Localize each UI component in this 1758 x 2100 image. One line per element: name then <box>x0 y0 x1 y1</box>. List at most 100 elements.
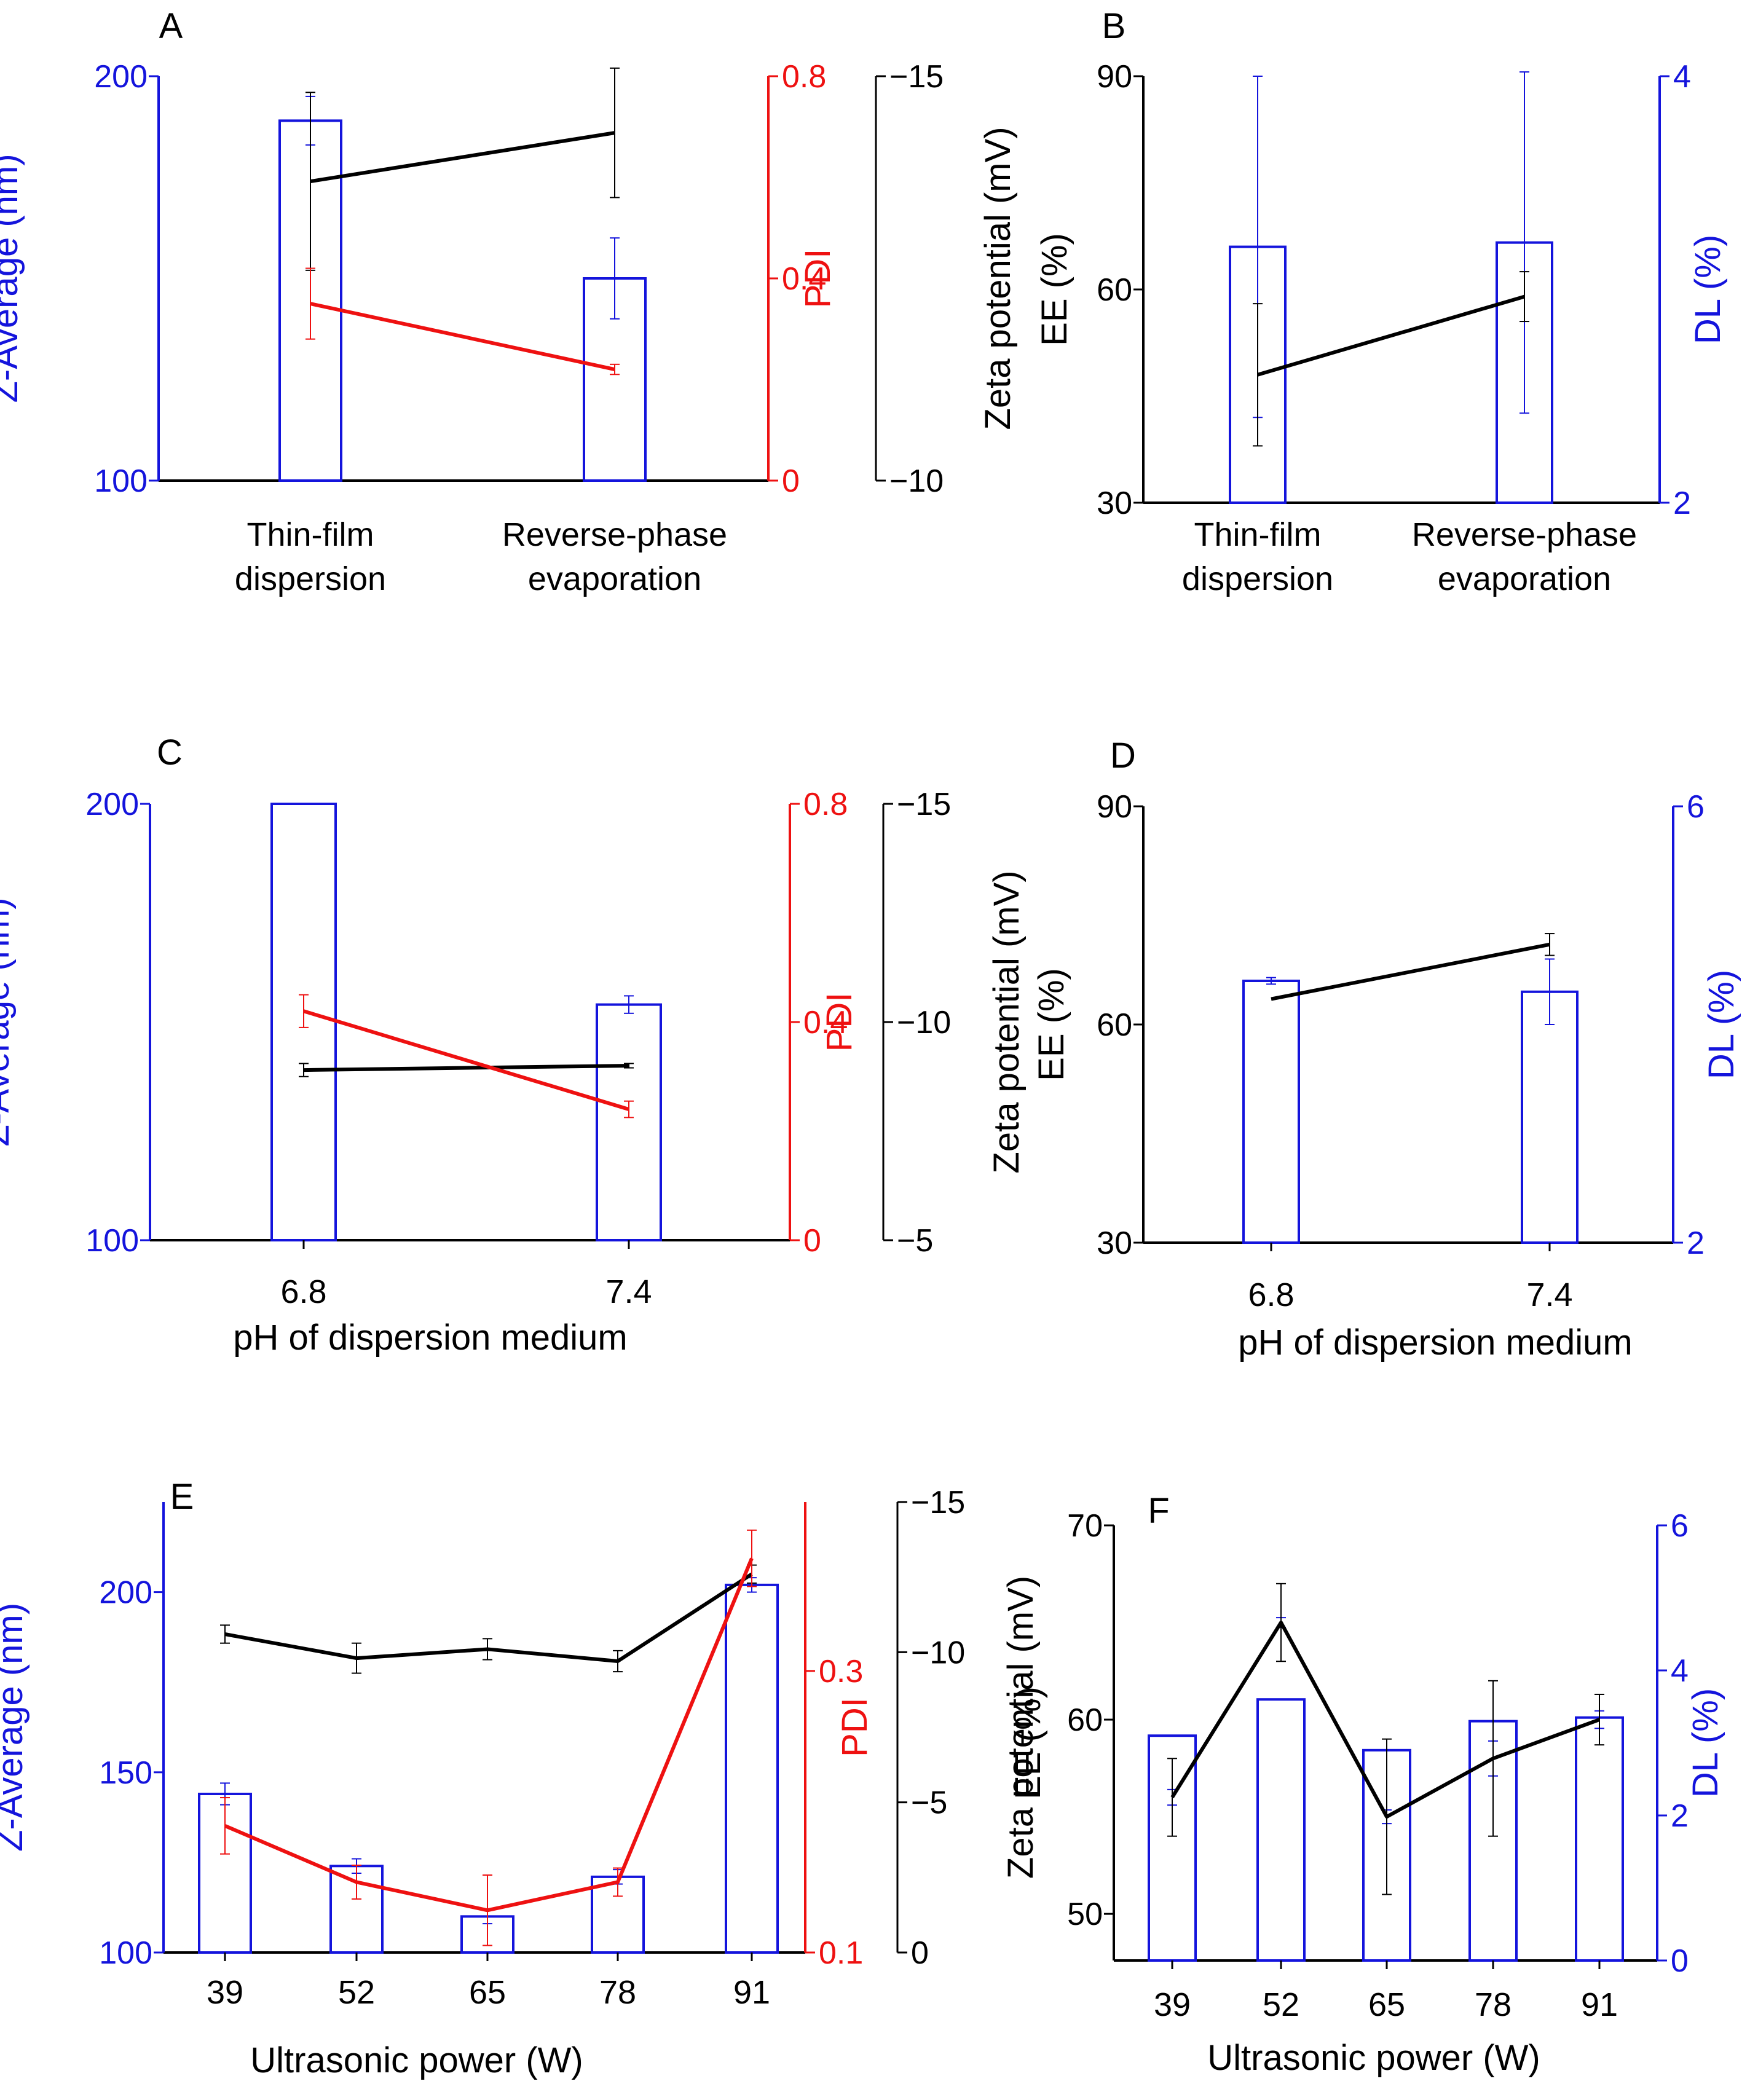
y-tick-label-1: 4 <box>1673 59 1691 95</box>
y-axis-label-0: EE (%) <box>1035 233 1074 346</box>
point-error-0-4 <box>1594 1693 1604 1746</box>
x-tick-label-line: 6.8 <box>1248 1276 1294 1313</box>
x-tick-label-line: dispersion <box>1182 560 1333 597</box>
x-tick-label: Reverse-phase evaporation <box>502 516 727 597</box>
x-tick-label: 52 <box>338 1974 375 2011</box>
y-tick-label-2: −10 <box>897 1005 951 1040</box>
x-axis-label: pH of dispersion medium <box>233 1318 628 1358</box>
x-tick-label: 6.8 <box>1248 1276 1294 1313</box>
point-error-0-0 <box>1253 303 1263 447</box>
panel-label-a: A <box>159 6 183 46</box>
y-tick-label-1: 0.4 <box>782 261 826 297</box>
y-tick-label-0: 60 <box>1097 1007 1132 1043</box>
series-line-zeta-potential <box>303 1064 629 1072</box>
x-tick-label-line: 52 <box>338 1974 375 2011</box>
panel-label-d: D <box>1110 736 1136 776</box>
y-tick-label-2: −5 <box>911 1785 947 1821</box>
x-axis-label: Ultrasonic power (W) <box>1207 2038 1540 2078</box>
y-tick-label-1: 0.8 <box>782 59 826 95</box>
y-tick-label-0: 200 <box>85 787 139 822</box>
x-axis-label: pH of dispersion medium <box>1238 1323 1633 1363</box>
panel-label-f: F <box>1148 1491 1169 1531</box>
point-error-0-0 <box>299 1063 309 1077</box>
bar-error-1 <box>610 237 620 320</box>
x-tick-label: Thin-film dispersion <box>1182 516 1333 597</box>
point-error-0-0 <box>220 1624 230 1644</box>
y-tick-label-1: 0.4 <box>803 1005 848 1040</box>
x-tick-label: 6.8 <box>280 1273 326 1310</box>
x-tick-label-line: evaporation <box>1438 560 1611 597</box>
point-error-0-1 <box>1520 271 1529 323</box>
y-tick-label-1: 0 <box>782 463 800 499</box>
panel-c: C 100 200 Z-Average (nm) 0 0.4 0.8 PDI −5 −10 −15 Z… <box>0 733 1027 1358</box>
x-tick-label-line: 91 <box>1581 1986 1618 2023</box>
bar-error-1 <box>1545 958 1555 1025</box>
x-tick-label: 52 <box>1263 1986 1299 2023</box>
x-tick-label: 7.4 <box>605 1273 652 1310</box>
bar-error-0 <box>1266 977 1276 985</box>
point-error-0-1 <box>610 67 620 199</box>
x-tick-label: 78 <box>1475 1986 1512 2023</box>
x-tick-label-line: Thin-film <box>1194 516 1321 553</box>
y-axis-label-0: EE (%) <box>1008 1686 1048 1799</box>
y-tick-label-0: 100 <box>94 463 148 499</box>
y-axis-label-1: DL (%) <box>1701 970 1741 1079</box>
y-tick-label-1: 0.1 <box>819 1935 863 1971</box>
series-line-pdi <box>310 302 615 371</box>
x-tick-label-line: 52 <box>1263 1986 1299 2023</box>
y-tick-label-1: 6 <box>1671 1508 1689 1544</box>
y-tick-label-0: 60 <box>1097 272 1132 308</box>
y-axis-label-1: PDI <box>798 249 838 309</box>
x-tick-label-line: 39 <box>207 1974 243 2011</box>
y-tick-label-2: −15 <box>897 787 951 822</box>
point-error-0-0 <box>1167 1758 1177 1837</box>
y-tick-label-0: 90 <box>1097 59 1132 95</box>
point-error-1-1 <box>610 363 620 376</box>
y-tick-label-0: 60 <box>1067 1702 1103 1738</box>
x-tick-label-line: 7.4 <box>1526 1276 1572 1313</box>
y-tick-label-1: 0.3 <box>819 1654 863 1689</box>
x-tick-label-line: 65 <box>469 1974 506 2011</box>
x-tick-label: 91 <box>733 1974 770 2011</box>
y-axis-label-0: Z-Average (nm) <box>0 897 17 1146</box>
y-axis-label-0: EE (%) <box>1031 968 1071 1081</box>
panel-label-c: C <box>157 733 183 773</box>
point-error-1-0 <box>299 994 309 1028</box>
y-tick-label-0: 150 <box>99 1755 152 1791</box>
y-tick-label-0: 100 <box>99 1935 152 1971</box>
y-tick-label-0: 30 <box>1097 486 1132 521</box>
y-tick-label-2: −10 <box>889 463 944 499</box>
x-tick-label: 39 <box>207 1974 243 2011</box>
x-tick-label: 65 <box>469 1974 506 2011</box>
x-tick-label-line: 6.8 <box>280 1273 326 1310</box>
y-tick-label-1: 2 <box>1671 1798 1689 1834</box>
x-tick-label-line: 91 <box>733 1974 770 2011</box>
y-tick-label-0: 50 <box>1067 1897 1103 1932</box>
panel-f: F 50 60 70 EE (%) 0 2 4 6 DL (%) 39 52 65 78 91 Ultraso… <box>1008 1491 1725 2078</box>
x-tick-label: 78 <box>599 1974 636 2011</box>
y-axis-label-2: Zeta potential (mV) <box>1001 1576 1041 1879</box>
y-tick-label-1: 0 <box>803 1223 821 1259</box>
y-axis-label-2: Zeta potential (mV) <box>978 127 1018 430</box>
y-tick-label-0: 200 <box>99 1575 152 1611</box>
x-tick-label: Reverse-phase evaporation <box>1412 516 1637 597</box>
y-tick-label-2: −5 <box>897 1223 933 1259</box>
y-tick-label-2: −10 <box>911 1635 965 1670</box>
x-tick-label-line: Reverse-phase <box>502 516 727 553</box>
x-tick-label-line: 78 <box>599 1974 636 2011</box>
x-tick-label-line: 78 <box>1475 1986 1512 2023</box>
x-tick-label: 39 <box>1154 1986 1191 2023</box>
x-tick-label-line: evaporation <box>528 560 701 597</box>
x-tick-label: 7.4 <box>1526 1276 1572 1313</box>
y-tick-label-0: 100 <box>85 1223 139 1259</box>
series-line-zeta-potential <box>310 131 615 184</box>
y-tick-label-1: 0 <box>1671 1943 1689 1979</box>
panel-e: E 100 150 200 Z-Average (nm) 0.1 0.3 PDI 0 −5 −10 −… <box>0 1477 1041 2080</box>
series-line-pdi <box>303 1009 629 1111</box>
x-tick-label: Thin-film dispersion <box>235 516 386 597</box>
panel-b: B 30 60 90 EE (%) 2 4 DL (%) Thin-film dispersion… <box>1035 6 1728 597</box>
point-error-0-1 <box>1276 1583 1286 1662</box>
y-tick-label-0: 90 <box>1097 789 1132 825</box>
point-error-0-1 <box>352 1642 361 1674</box>
